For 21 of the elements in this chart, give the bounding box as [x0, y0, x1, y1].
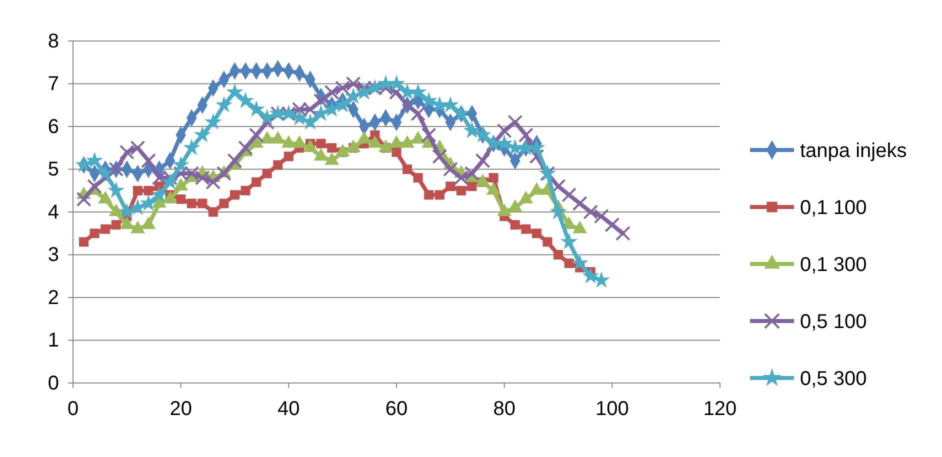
- y-tick-label: 5: [48, 158, 59, 181]
- legend-label: 0,5 100: [800, 311, 867, 333]
- legend-label: 0,1 300: [800, 254, 867, 276]
- y-tick-label: 8: [48, 30, 59, 52]
- y-tick-label: 6: [48, 116, 59, 138]
- legend-label: 0,1 100: [800, 197, 867, 219]
- y-tick-label: 7: [48, 73, 59, 96]
- y-tick-label: 0: [48, 372, 59, 394]
- x-tick-label: 0: [67, 398, 79, 420]
- x-tick-label: 80: [493, 398, 516, 420]
- x-tick-label: 60: [385, 398, 408, 420]
- x-tick-label: 120: [703, 398, 737, 420]
- x-tick-label: 100: [595, 398, 629, 420]
- x-tick-label: 40: [278, 398, 300, 420]
- x-tick-label: 20: [170, 398, 192, 420]
- y-tick-label: 4: [48, 201, 59, 224]
- legend-label: 0,5 300: [800, 368, 867, 390]
- y-tick-label: 3: [48, 244, 59, 266]
- y-tick-label: 1: [48, 330, 59, 352]
- legend-label: tanpa injeks: [800, 140, 907, 162]
- y-tick-label: 2: [48, 286, 59, 309]
